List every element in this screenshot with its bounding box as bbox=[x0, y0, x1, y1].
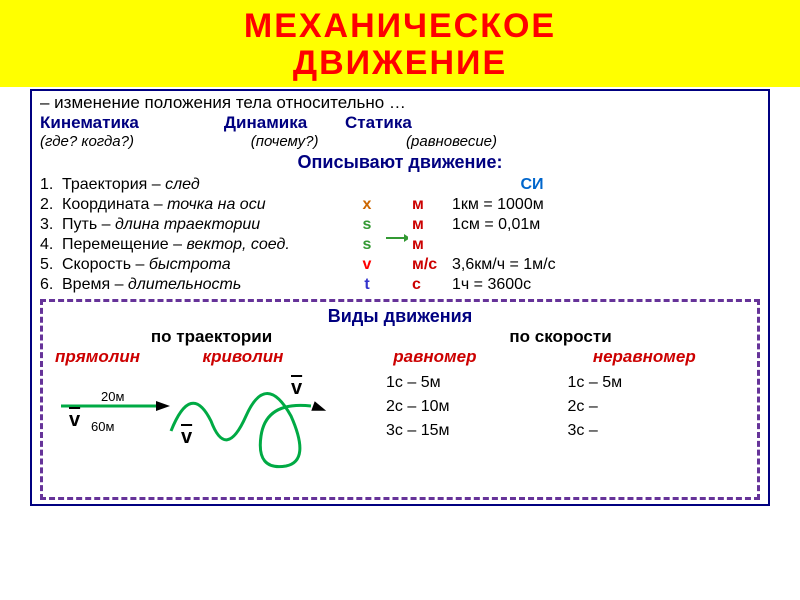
desc-symbol: s bbox=[352, 215, 382, 235]
sub-straight: прямолин bbox=[51, 347, 156, 367]
describes-list: 1.Траектория – следСИ2.Координата – точк… bbox=[40, 175, 760, 295]
desc-unit: м bbox=[412, 235, 452, 255]
arrow-cell bbox=[382, 255, 412, 275]
desc-symbol: s bbox=[352, 235, 382, 255]
distance-60m: 60м bbox=[91, 419, 114, 434]
desc-si: СИ bbox=[452, 175, 612, 195]
types-subcategories: прямолин криволин равномер неравномер bbox=[51, 347, 749, 367]
speed-uniform-item: 3с – 15м bbox=[386, 419, 567, 443]
title-bar: МЕХАНИЧЕСКОЕ ДВИЖЕНИЕ bbox=[0, 0, 800, 87]
sub-kinematics: (где? когда?) bbox=[40, 133, 134, 150]
speed-uniform-col: 1с – 5м2с – 10м3с – 15м bbox=[386, 371, 567, 491]
desc-row: 5.Скорость – быстротаv м/с3,6км/ч = 1м/с bbox=[40, 255, 760, 275]
desc-symbol bbox=[352, 175, 382, 195]
describes-heading: Описывают движение: bbox=[40, 152, 760, 173]
branches-sub-row: (где? когда?) (почему?) (равновесие) bbox=[40, 133, 760, 150]
desc-num: 3. bbox=[40, 215, 62, 235]
title-line-2: ДВИЖЕНИЕ bbox=[293, 44, 507, 82]
types-columns: по траектории по скорости bbox=[51, 327, 749, 347]
velocity-label: v bbox=[181, 426, 192, 449]
branch-statics: Статика bbox=[345, 113, 412, 132]
desc-si bbox=[452, 235, 612, 255]
branches-row: Кинематика Динамика Статика bbox=[40, 113, 760, 133]
desc-unit: с bbox=[412, 275, 452, 295]
desc-si: 1ч = 3600с bbox=[452, 275, 612, 295]
col-speed: по скорости bbox=[372, 327, 749, 347]
content-area: – изменение положения тела относительно … bbox=[0, 87, 800, 506]
arrow-cell bbox=[382, 275, 412, 295]
desc-label: Траектория – след bbox=[62, 175, 352, 195]
desc-row: 6.Время – длительностьt с 1ч = 3600с bbox=[40, 275, 760, 295]
desc-row: 4.Перемещение – вектор, соед.s м bbox=[40, 235, 760, 255]
desc-label: Время – длительность bbox=[62, 275, 352, 295]
velocity-label: v bbox=[69, 409, 80, 432]
desc-num: 6. bbox=[40, 275, 62, 295]
desc-symbol: x bbox=[352, 195, 382, 215]
title-line-1: МЕХАНИЧЕСКОЕ bbox=[244, 7, 556, 45]
desc-num: 4. bbox=[40, 235, 62, 255]
arrow-cell bbox=[382, 175, 412, 195]
speed-uniform-item: 1с – 5м bbox=[386, 371, 567, 395]
types-lower: v v v 20м 60м 1с – 5м2с – 10м3с – 15м 1с – 5… bbox=[51, 371, 749, 491]
desc-num: 5. bbox=[40, 255, 62, 275]
desc-symbol: v bbox=[352, 255, 382, 275]
desc-unit: м/с bbox=[412, 255, 452, 275]
page-title: МЕХАНИЧЕСКОЕ ДВИЖЕНИЕ bbox=[0, 8, 800, 83]
velocity-label: v bbox=[291, 377, 302, 400]
desc-row: 1.Траектория – след СИ bbox=[40, 175, 760, 195]
desc-unit bbox=[412, 175, 452, 195]
speed-nonuniform-item: 3с – bbox=[568, 419, 749, 443]
branch-kinematics: Кинематика bbox=[40, 113, 139, 132]
desc-label: Путь – длина траектории bbox=[62, 215, 352, 235]
speed-nonuniform-item: 1с – 5м bbox=[568, 371, 749, 395]
desc-label: Координата – точка на оси bbox=[62, 195, 352, 215]
distance-20m: 20м bbox=[101, 389, 124, 404]
desc-row: 2.Координата – точка на осиx м1км = 1000м bbox=[40, 195, 760, 215]
speed-examples: 1с – 5м2с – 10м3с – 15м 1с – 5м2с –3с – bbox=[386, 371, 749, 491]
arrow-cell bbox=[382, 235, 412, 255]
trajectory-diagram: v v v 20м 60м bbox=[51, 371, 386, 491]
types-heading: Виды движения bbox=[51, 306, 749, 327]
speed-nonuniform-col: 1с – 5м2с –3с – bbox=[568, 371, 749, 491]
desc-num: 2. bbox=[40, 195, 62, 215]
speed-uniform-item: 2с – 10м bbox=[386, 395, 567, 419]
sub-curved: криволин bbox=[156, 347, 331, 367]
sub-uniform: равномер bbox=[330, 347, 539, 367]
definition-text: – изменение положения тела относительно … bbox=[40, 93, 760, 113]
speed-nonuniform-item: 2с – bbox=[568, 395, 749, 419]
desc-si: 1см = 0,01м bbox=[452, 215, 612, 235]
desc-num: 1. bbox=[40, 175, 62, 195]
sub-nonuniform: неравномер bbox=[540, 347, 749, 367]
desc-unit: м bbox=[412, 195, 452, 215]
arrow-cell bbox=[382, 195, 412, 215]
types-box: Виды движения по траектории по скорости … bbox=[40, 299, 760, 500]
desc-label: Скорость – быстрота bbox=[62, 255, 352, 275]
sub-dynamics: (почему?) bbox=[251, 133, 319, 150]
sub-statics: (равновесие) bbox=[406, 133, 497, 150]
definition-box: – изменение положения тела относительно … bbox=[30, 89, 770, 506]
desc-unit: м bbox=[412, 215, 452, 235]
branch-dynamics: Динамика bbox=[224, 113, 307, 132]
desc-symbol: t bbox=[352, 275, 382, 295]
vector-arrow-icon bbox=[384, 231, 408, 245]
desc-si: 1км = 1000м bbox=[452, 195, 612, 215]
desc-si: 3,6км/ч = 1м/с bbox=[452, 255, 612, 275]
col-trajectory: по траектории bbox=[51, 327, 372, 347]
desc-label: Перемещение – вектор, соед. bbox=[62, 235, 352, 255]
